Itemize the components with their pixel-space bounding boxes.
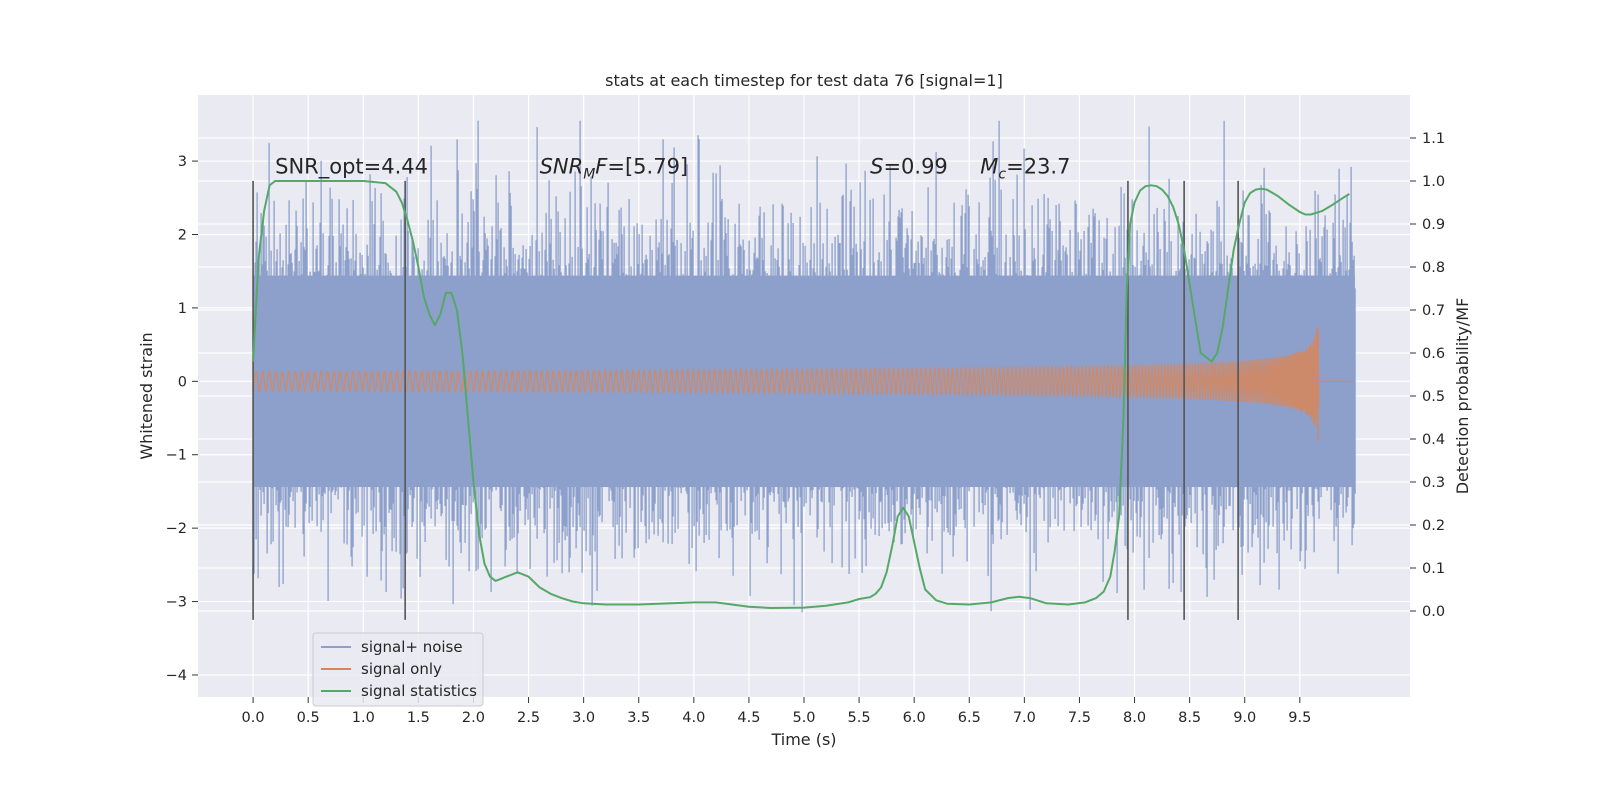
left-y-tick-label: 2 — [178, 227, 187, 243]
left-y-tick-label: −2 — [166, 521, 187, 537]
chart-title: stats at each timestep for test data 76 … — [605, 71, 1003, 90]
right-y-tick-label: 0.2 — [1422, 518, 1445, 534]
series-signal-plus-noise — [252, 120, 1356, 613]
left-y-axis-label: Whitened strain — [137, 332, 156, 459]
left-y-tick-label: 3 — [178, 154, 187, 170]
x-tick-label: 7.5 — [1068, 710, 1091, 726]
right-y-tick-label: 0.8 — [1422, 260, 1445, 276]
x-tick-label: 8.5 — [1178, 710, 1201, 726]
signal-only-line — [252, 326, 1355, 442]
left-y-axis-ticks: −4 −3 −2 −1 0 1 2 3 — [166, 154, 198, 684]
x-tick-label: 9.0 — [1233, 710, 1256, 726]
x-tick-label: 0.0 — [242, 710, 265, 726]
right-y-tick-label: 0.7 — [1422, 303, 1445, 319]
x-tick-label: 1.0 — [352, 710, 375, 726]
signal-statistics-line — [252, 180, 1350, 609]
right-y-tick-label: 0.4 — [1422, 432, 1445, 448]
x-tick-label: 1.5 — [407, 710, 430, 726]
signal-plus-noise-core — [253, 275, 1355, 488]
legend-label-signal-only: signal only — [361, 660, 442, 678]
legend-label-signal-statistics: signal statistics — [361, 682, 477, 700]
annotation-snr-opt: SNR_opt=4.44 — [275, 155, 428, 180]
left-y-tick-label: 1 — [178, 301, 187, 317]
x-tick-label: 2.5 — [517, 710, 540, 726]
annotation-s-value: S=0.99 — [870, 155, 948, 179]
right-y-tick-label: 0.0 — [1422, 604, 1445, 620]
legend: signal+ noise signal only signal statist… — [312, 632, 484, 707]
series-signal-statistics — [252, 180, 1350, 609]
right-y-tick-label: 0.5 — [1422, 389, 1445, 405]
right-y-axis-ticks: 0.0 0.1 0.2 0.3 0.4 0.5 0.6 0.7 0.8 0.9 1.0 1.1 — [1410, 131, 1445, 620]
x-tick-label: 4.0 — [682, 710, 705, 726]
right-y-axis-label: Detection probability/MF — [1453, 298, 1472, 495]
annotation-snr-mf: SNRMF=[5.79] — [540, 155, 689, 183]
right-y-tick-label: 1.0 — [1422, 174, 1445, 190]
x-tick-label: 5.0 — [792, 710, 815, 726]
legend-box — [312, 632, 484, 707]
series-signal-only — [252, 326, 1355, 442]
x-tick-label: 3.0 — [572, 710, 595, 726]
x-tick-label: 7.0 — [1013, 710, 1036, 726]
x-tick-label: 3.5 — [627, 710, 650, 726]
right-y-tick-label: 0.3 — [1422, 475, 1445, 491]
x-axis-ticks: 0.0 0.5 1.0 1.5 2.0 2.5 3.0 3.5 4.0 4.5 5.0 5.5 6.0 6… — [242, 697, 1311, 726]
x-tick-label: 0.5 — [297, 710, 320, 726]
left-y-tick-label: −3 — [166, 595, 187, 611]
x-tick-label: 8.0 — [1123, 710, 1146, 726]
x-tick-label: 9.5 — [1288, 710, 1311, 726]
x-tick-label: 5.5 — [848, 710, 871, 726]
x-tick-label: 6.5 — [958, 710, 981, 726]
annotation-chirp-mass: Mc=23.7 — [980, 155, 1070, 183]
left-y-tick-label: −1 — [166, 448, 187, 464]
x-tick-label: 6.0 — [903, 710, 926, 726]
x-tick-label: 2.0 — [462, 710, 485, 726]
right-y-tick-label: 1.1 — [1422, 131, 1445, 147]
legend-label-signal-plus-noise: signal+ noise — [361, 638, 463, 656]
right-y-tick-label: 0.9 — [1422, 217, 1445, 233]
right-y-tick-label: 0.6 — [1422, 346, 1445, 362]
x-axis-label: Time (s) — [770, 730, 836, 749]
right-y-tick-label: 0.1 — [1422, 561, 1445, 577]
annotations: SNR_opt=4.44 SNRMF=[5.79] S=0.99 Mc=23.7 — [275, 155, 1070, 183]
x-tick-label: 4.5 — [737, 710, 760, 726]
left-y-tick-label: −4 — [166, 668, 187, 684]
left-y-tick-label: 0 — [178, 374, 187, 390]
